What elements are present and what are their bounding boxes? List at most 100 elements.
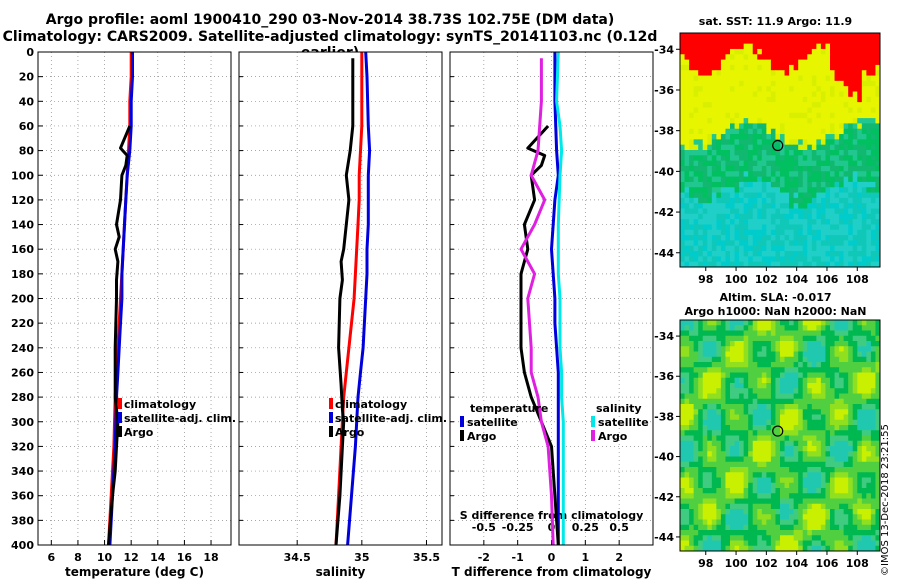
panel-temperature-xtick-label: 14 xyxy=(150,551,166,564)
panel-difference-top-tick-label: -0.25 xyxy=(502,521,534,534)
depth-tick-label: 340 xyxy=(11,465,34,478)
map-sat-sst-map-lat-tick-label: -38 xyxy=(654,125,674,138)
map-altimetry-sla-map-lat-tick-label: -36 xyxy=(654,370,674,383)
panel-difference-xtick-label: -2 xyxy=(478,551,490,564)
map-sat-sst-map-lat-tick-label: -44 xyxy=(654,247,674,260)
panel-temperature-legend-swatch xyxy=(118,412,122,423)
map-altimetry-sla-map-lon-tick-label: 100 xyxy=(725,557,748,570)
panel-difference-xtick-label: -1 xyxy=(512,551,524,564)
panel-difference-line-s-argo xyxy=(519,58,555,546)
panel-salinity-legend-swatch xyxy=(329,412,333,423)
panel-temperature-xtick-label: 16 xyxy=(177,551,193,564)
map-altimetry-sla-map-lat-tick-label: -34 xyxy=(654,330,674,343)
figure-title-line1: Argo profile: aoml 1900410_290 03-Nov-20… xyxy=(45,12,615,28)
panel-temperature-xtick-label: 8 xyxy=(74,551,82,564)
panel-salinity-legend-label: satellite-adj. clim. xyxy=(335,412,447,425)
map-sat-sst-map-argo-marker xyxy=(772,139,784,152)
map-altimetry-sla-map-lon-tick-label: 108 xyxy=(846,557,869,570)
depth-tick-label: 380 xyxy=(11,514,34,527)
depth-tick-label: 280 xyxy=(11,391,34,404)
panel-temperature-frame xyxy=(37,51,232,546)
panel-difference-top-tick-label: 0.5 xyxy=(609,521,629,534)
panel-temperature-legend-swatch xyxy=(118,398,122,409)
depth-tick-label: 140 xyxy=(11,219,34,232)
panel-salinity-legend-swatch xyxy=(329,398,333,409)
diff-legend-salinity-swatch xyxy=(591,430,595,441)
panel-difference-xlabel: T difference from climatology xyxy=(452,565,652,579)
map-altimetry-sla-map-argo-marker xyxy=(772,425,784,437)
map-altimetry-sla-map-lon-tick-label: 98 xyxy=(698,557,713,570)
diff-legend-salinity-label: satellite xyxy=(598,416,649,429)
panel-salinity-xtick-label: 34.5 xyxy=(284,551,311,564)
diff-legend-salinity-title: salinity xyxy=(596,402,642,415)
panel-difference-line-s-satellite xyxy=(555,51,565,545)
panel-temperature-legend-label: climatology xyxy=(124,398,196,411)
panel-salinity-xtick-label: 35.5 xyxy=(413,551,440,564)
panel-salinity-xlabel: salinity xyxy=(316,565,366,579)
panel-temperature-xlabel: temperature (deg C) xyxy=(65,565,204,579)
depth-tick-label: 260 xyxy=(11,366,34,379)
diff-legend-temperature-label: satellite xyxy=(467,416,518,429)
panel-salinity-line-satellite-adj-clim- xyxy=(346,51,372,546)
panel-temperature-legend-label: Argo xyxy=(124,426,154,439)
map-sat-sst-map-lon-tick-label: 100 xyxy=(725,273,748,286)
map-sat-sst-map-lat-tick-label: -34 xyxy=(654,43,674,56)
panel-temperature-legend-swatch xyxy=(118,426,122,437)
panel-salinity-legend-label: Argo xyxy=(335,426,365,439)
map-sat-sst-map-lat-tick-label: -40 xyxy=(654,165,674,178)
map-sat-sst-map-lat-tick-label: -42 xyxy=(654,206,674,219)
depth-tick-label: 0 xyxy=(26,46,34,59)
depth-tick-label: 200 xyxy=(11,293,34,306)
panel-difference-xtick-label: 1 xyxy=(582,551,590,564)
map-sat-sst-map-lat-tick-label: -36 xyxy=(654,84,674,97)
map-altimetry-sla-map-lat-tick-label: -42 xyxy=(654,491,674,504)
depth-tick-label: 300 xyxy=(11,416,34,429)
depth-tick-label: 80 xyxy=(19,145,35,158)
panel-difference-top-tick-label: 0.25 xyxy=(572,521,599,534)
diff-legend-salinity-label: Argo xyxy=(598,430,628,443)
depth-tick-label: 20 xyxy=(19,71,35,84)
map-sat-sst-map-cells xyxy=(680,33,881,268)
panel-temperature-xtick-label: 6 xyxy=(47,551,55,564)
depth-tick-label: 40 xyxy=(19,95,35,108)
map-sat-sst-map-lon-tick-label: 102 xyxy=(755,273,778,286)
panel-difference-line-t-satellite xyxy=(550,52,560,545)
depth-tick-label: 180 xyxy=(11,268,34,281)
map-altimetry-sla-map-lon-tick-label: 104 xyxy=(785,557,808,570)
panel-difference-xtick-label: 0 xyxy=(548,551,556,564)
panel-temperature-legend-label: satellite-adj. clim. xyxy=(124,412,236,425)
depth-tick-label: 160 xyxy=(11,243,34,256)
map-altimetry-sla-map-frame xyxy=(679,319,881,552)
panel-difference-xtick-label: 2 xyxy=(615,551,623,564)
map-altimetry-sla-map-lon-tick-label: 106 xyxy=(815,557,838,570)
panel-difference-frame xyxy=(449,51,654,546)
panel-salinity-legend-label: climatology xyxy=(335,398,407,411)
panel-temperature-xtick-label: 10 xyxy=(97,551,113,564)
panel-salinity-legend-swatch xyxy=(329,426,333,437)
panel-temperature-xtick-label: 18 xyxy=(203,551,218,564)
panel-temperature-line-argo xyxy=(107,125,132,546)
map-altimetry-sla-map-lat-tick-label: -40 xyxy=(654,451,674,464)
depth-tick-label: 100 xyxy=(11,169,34,182)
diff-legend-temperature-title: temperature xyxy=(470,402,548,415)
panel-salinity-line-argo xyxy=(334,58,355,546)
map-sat-sst-map-lon-tick-label: 104 xyxy=(785,273,808,286)
map-sat-sst-map-lon-tick-label: 98 xyxy=(698,273,713,286)
diff-legend-temperature-swatch xyxy=(460,416,464,427)
sla-map-title-2: Argo h1000: NaN h2000: NaN xyxy=(684,305,867,318)
panel-temperature-xtick-label: 12 xyxy=(124,551,139,564)
depth-tick-label: 220 xyxy=(11,317,34,330)
panel-salinity-frame xyxy=(238,51,443,546)
map-sat-sst-map-frame xyxy=(679,32,881,268)
diff-legend-temperature-swatch xyxy=(460,430,464,441)
diff-legend-temperature-label: Argo xyxy=(467,430,497,443)
sst-map-title: sat. SST: 11.9 Argo: 11.9 xyxy=(698,15,853,28)
depth-tick-label: 360 xyxy=(11,490,34,503)
depth-tick-label: 60 xyxy=(19,120,35,133)
panel-salinity-xtick-label: 35 xyxy=(354,551,369,564)
map-altimetry-sla-map-cells xyxy=(680,320,881,552)
map-altimetry-sla-map-lat-tick-label: -38 xyxy=(654,410,674,423)
imos-credit: ©IMOS 13-Dec-2018 23:21:55 xyxy=(880,424,891,576)
depth-tick-label: 320 xyxy=(11,440,34,453)
